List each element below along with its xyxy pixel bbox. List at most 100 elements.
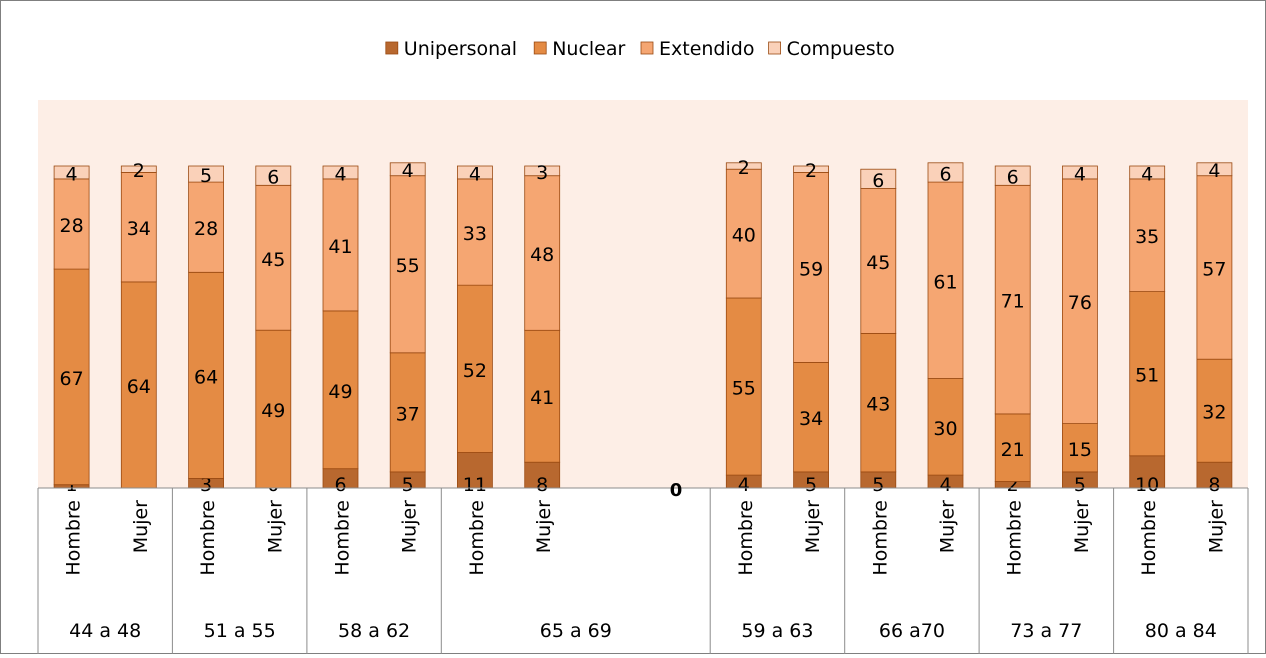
category-label: Hombre bbox=[466, 500, 488, 576]
data-label: 41 bbox=[328, 236, 352, 258]
bar-segment-nuclear bbox=[188, 271, 225, 479]
bar-segment-extendido bbox=[53, 178, 90, 270]
data-label: 64 bbox=[127, 376, 151, 398]
data-label: 4 bbox=[1074, 163, 1086, 185]
bar-segment-extendido bbox=[389, 175, 426, 354]
plot-area bbox=[38, 100, 1248, 488]
category-label: Hombre bbox=[1138, 500, 1160, 576]
data-label: 61 bbox=[933, 271, 957, 293]
bars: 1672846434236428504945664941453755411523… bbox=[53, 157, 1233, 496]
bar-segment-compuesto bbox=[860, 168, 897, 189]
data-label: 34 bbox=[799, 408, 823, 430]
bar-segment-compuesto bbox=[188, 165, 225, 183]
legend-item: Compuesto bbox=[768, 38, 895, 60]
data-label: 4 bbox=[1208, 160, 1220, 182]
data-label: 71 bbox=[1001, 291, 1025, 313]
data-label: 28 bbox=[60, 215, 84, 237]
group-label: 73 a 77 bbox=[1010, 620, 1082, 642]
bar-segment-extendido bbox=[524, 175, 561, 331]
bar-segment-compuesto bbox=[927, 162, 964, 183]
data-label: 2 bbox=[133, 160, 145, 182]
bar-segment-compuesto bbox=[53, 165, 90, 180]
data-label: 4 bbox=[66, 163, 78, 185]
category-label: Mujer bbox=[937, 500, 959, 553]
category-label: Mujer bbox=[533, 500, 555, 553]
legend-item: Nuclear bbox=[533, 38, 626, 60]
bar-segment-nuclear bbox=[389, 352, 426, 473]
legend-swatch bbox=[640, 41, 654, 55]
category-label: Mujer bbox=[399, 500, 421, 553]
bar-segment-nuclear bbox=[322, 310, 359, 470]
bar-segment-extendido bbox=[1196, 175, 1233, 360]
data-label: 3 bbox=[536, 162, 548, 184]
category-label: Hombre bbox=[1004, 500, 1026, 576]
bar-segment-compuesto bbox=[524, 165, 561, 177]
bar-segment-compuesto bbox=[1129, 165, 1166, 180]
data-label: 59 bbox=[799, 258, 823, 280]
data-label: 5 bbox=[1074, 474, 1086, 496]
data-label: 49 bbox=[328, 381, 352, 403]
bar-segment-nuclear bbox=[53, 268, 90, 486]
data-label: 33 bbox=[463, 223, 487, 245]
data-label: 8 bbox=[1208, 474, 1220, 496]
category-label: Mujer bbox=[802, 500, 824, 553]
legend-swatch bbox=[768, 41, 781, 55]
category-label: Mujer bbox=[130, 500, 152, 553]
bar-segment-nuclear bbox=[456, 284, 493, 453]
legend-swatch bbox=[385, 41, 399, 55]
data-label: 15 bbox=[1068, 439, 1092, 461]
bar-segment-nuclear bbox=[860, 332, 897, 473]
bar-segment-nuclear bbox=[725, 297, 762, 476]
group-label: 59 a 63 bbox=[741, 620, 813, 642]
group-label: 58 a 62 bbox=[338, 620, 410, 642]
group-label: 66 a70 bbox=[879, 620, 945, 642]
data-label: 67 bbox=[60, 368, 84, 390]
bar-segment-compuesto bbox=[255, 165, 292, 186]
data-label: 34 bbox=[127, 218, 151, 240]
data-label: 43 bbox=[866, 394, 890, 416]
x-axis: Hombre Mujer Hombre Mujer Hombre Mujer Hombre M… bbox=[37, 487, 1249, 654]
category-label: Hombre bbox=[735, 500, 757, 576]
data-label: 21 bbox=[1001, 439, 1025, 461]
data-label: 6 bbox=[334, 474, 346, 496]
category-label: Hombre bbox=[63, 500, 85, 576]
data-label: 2 bbox=[738, 157, 750, 179]
data-label: 37 bbox=[396, 403, 420, 425]
legend-label: Unipersonal bbox=[404, 38, 517, 60]
data-label: 32 bbox=[1202, 402, 1226, 424]
bar-segment-extendido bbox=[725, 168, 762, 299]
data-label: 4 bbox=[402, 160, 414, 182]
data-label: 6 bbox=[939, 163, 951, 185]
data-label: 5 bbox=[805, 474, 817, 496]
data-label: 8 bbox=[536, 474, 548, 496]
category-label: Hombre bbox=[869, 500, 891, 576]
data-label: 52 bbox=[463, 360, 487, 382]
data-label: 40 bbox=[732, 225, 756, 247]
data-label: 2 bbox=[805, 160, 817, 182]
data-label: 48 bbox=[530, 244, 554, 266]
group-label: 65 a 69 bbox=[540, 620, 612, 642]
bar-segment-compuesto bbox=[1062, 165, 1098, 180]
legend-label: Nuclear bbox=[552, 38, 625, 60]
group-label: 51 a 55 bbox=[204, 620, 276, 642]
bar-segment-compuesto bbox=[725, 162, 762, 170]
category-label: Mujer bbox=[1071, 500, 1093, 553]
data-label: 4 bbox=[738, 474, 750, 496]
group-label: 80 a 84 bbox=[1145, 620, 1217, 642]
bar-segment-nuclear bbox=[524, 329, 561, 463]
data-label: 49 bbox=[261, 400, 285, 422]
data-label: 6 bbox=[267, 167, 279, 189]
data-label: 5 bbox=[872, 474, 884, 496]
data-label: 5 bbox=[402, 474, 414, 496]
bar-segment-extendido bbox=[1062, 178, 1098, 424]
data-label: 41 bbox=[530, 387, 554, 409]
data-label: 11 bbox=[463, 474, 487, 496]
data-label: 45 bbox=[866, 252, 890, 274]
bar-segment-extendido bbox=[255, 184, 292, 331]
bar-segment-compuesto bbox=[322, 165, 359, 180]
legend: Unipersonal Nuclear Extendido Compuesto bbox=[385, 38, 895, 60]
zero-label: 0 bbox=[670, 480, 683, 501]
bar-segment-compuesto bbox=[456, 165, 493, 180]
